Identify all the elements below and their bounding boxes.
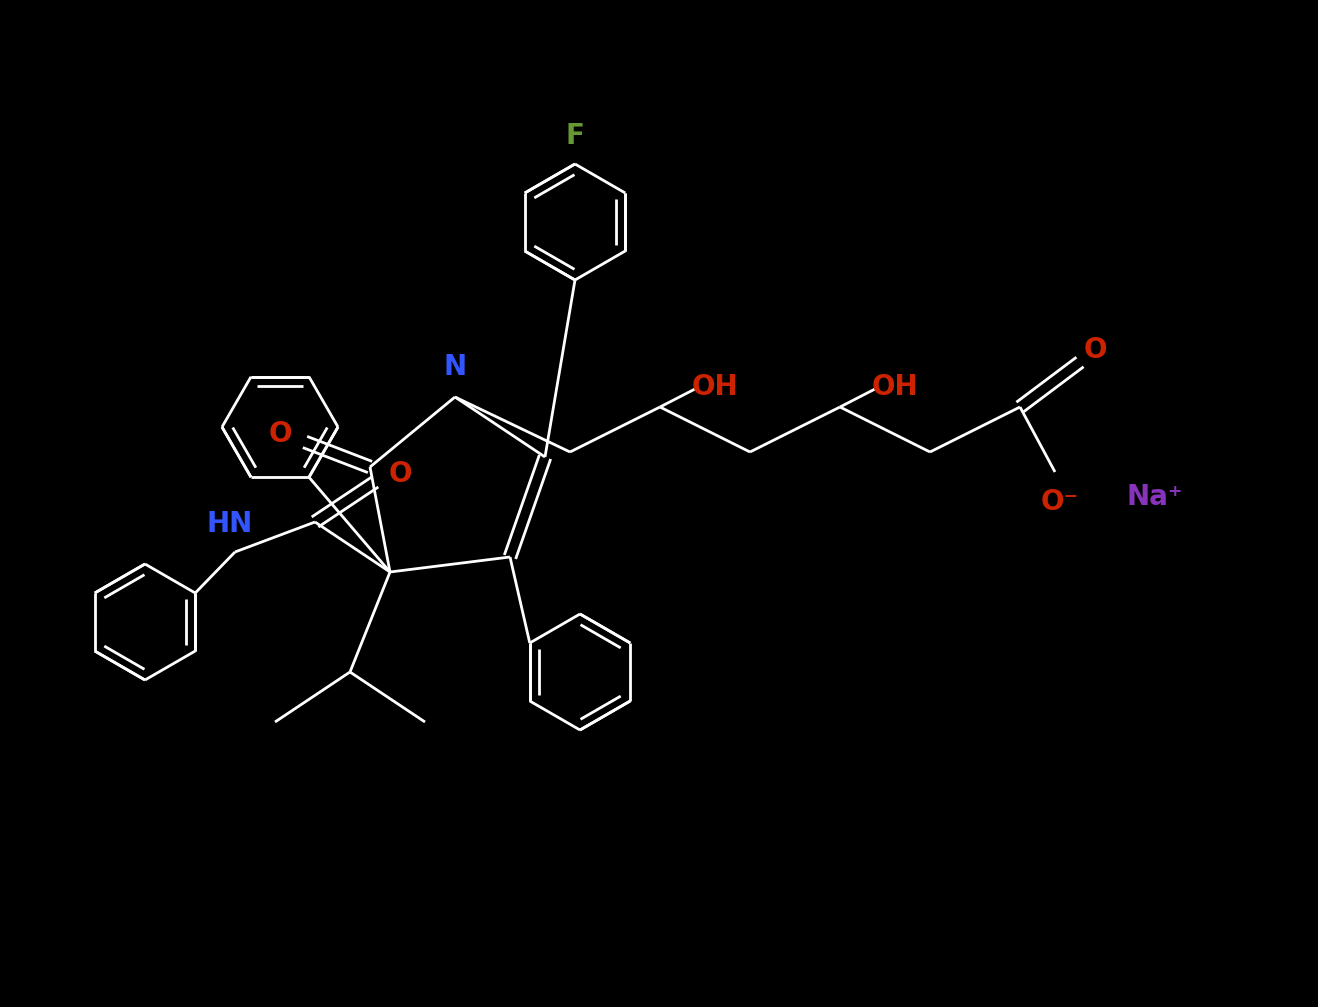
Text: N: N: [443, 353, 467, 381]
Text: F: F: [565, 122, 584, 150]
Text: O: O: [389, 460, 411, 488]
Text: O: O: [269, 420, 291, 448]
Text: Na⁺: Na⁺: [1127, 483, 1184, 511]
Text: HN: HN: [207, 510, 253, 538]
Text: OH: OH: [871, 373, 919, 401]
Text: OH: OH: [692, 373, 738, 401]
Text: O⁻: O⁻: [1041, 488, 1079, 516]
Text: O: O: [1083, 336, 1107, 364]
